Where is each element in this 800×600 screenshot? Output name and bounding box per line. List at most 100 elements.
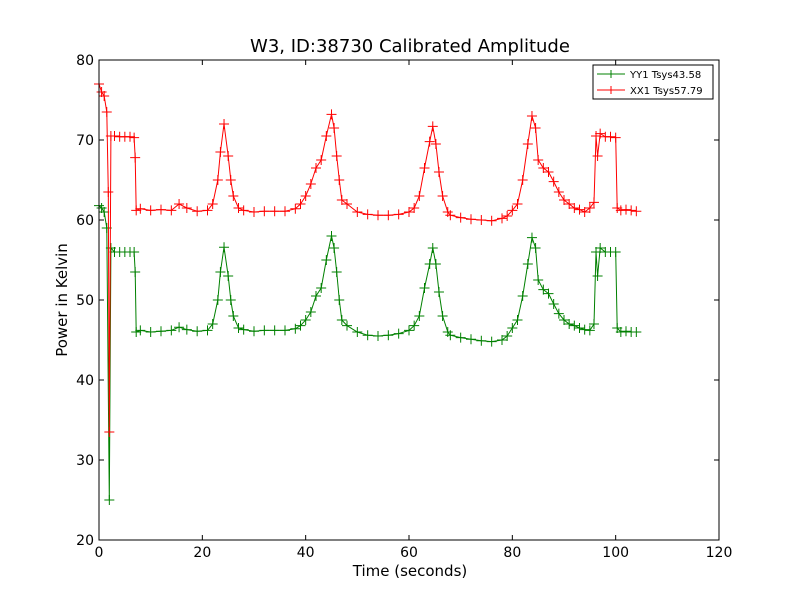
data-point-xx1 (383, 210, 394, 221)
data-point-xx1 (455, 212, 466, 223)
data-point-yy1 (233, 323, 244, 333)
data-point-xx1 (559, 195, 569, 205)
data-point-xx1 (512, 199, 523, 209)
data-point-xx1 (145, 205, 156, 216)
data-point-yy1 (223, 271, 234, 281)
chart-title: W3, ID:38730 Calibrated Amplitude (250, 36, 570, 57)
data-point-xx1 (362, 209, 373, 220)
data-point-xx1 (427, 121, 438, 132)
data-point-xx1 (202, 205, 213, 216)
data-point-yy1 (295, 320, 306, 331)
data-point-xx1 (592, 151, 603, 161)
data-point-yy1 (334, 295, 345, 305)
data-point-yy1 (502, 331, 513, 341)
data-point-xx1 (615, 205, 626, 216)
data-point-yy1 (621, 326, 631, 337)
data-point-xx1 (569, 203, 580, 213)
data-point-yy1 (311, 291, 321, 301)
data-point-yy1 (96, 203, 107, 213)
data-point-xx1 (409, 203, 420, 213)
data-point-xx1 (96, 87, 107, 97)
data-point-xx1 (238, 205, 249, 216)
data-point-yy1 (104, 495, 115, 505)
data-point-yy1 (238, 324, 249, 335)
data-point-yy1 (533, 275, 544, 285)
legend-box (592, 64, 714, 100)
legend-marker-yy1 (607, 70, 615, 78)
x-tick-label: 100 (602, 545, 629, 561)
data-point-yy1 (631, 327, 642, 337)
data-point-xx1 (130, 152, 141, 163)
data-point-yy1 (591, 247, 602, 257)
data-point-yy1 (569, 320, 580, 331)
data-point-yy1 (336, 315, 347, 325)
data-point-yy1 (156, 326, 166, 337)
data-point-yy1 (166, 325, 177, 336)
data-point-yy1 (329, 243, 340, 253)
data-point-yy1 (414, 311, 425, 321)
data-point-xx1 (430, 139, 441, 149)
data-point-xx1 (626, 205, 637, 216)
data-point-yy1 (433, 287, 444, 297)
y-tick-label: 50 (76, 293, 94, 309)
data-point-xx1 (290, 203, 301, 214)
data-point-yy1 (225, 295, 236, 305)
data-point-yy1 (290, 323, 301, 334)
data-point-xx1 (125, 131, 135, 142)
data-point-xx1 (564, 199, 575, 209)
data-point-yy1 (393, 328, 404, 339)
data-point-yy1 (507, 323, 518, 333)
data-point-xx1 (331, 151, 342, 161)
data-point-xx1 (316, 155, 327, 165)
data-point-yy1 (326, 231, 337, 241)
data-point-xx1 (595, 128, 606, 139)
data-point-yy1 (430, 259, 441, 269)
data-point-xx1 (259, 206, 270, 217)
y-tick-label: 30 (76, 453, 94, 469)
data-point-xx1 (181, 203, 192, 213)
data-point-yy1 (615, 327, 626, 337)
data-point-xx1 (233, 203, 244, 213)
data-point-xx1 (352, 207, 363, 217)
y-axis-label: Power in Kelvin (53, 243, 71, 357)
data-point-yy1 (342, 320, 352, 331)
data-point-yy1 (486, 336, 497, 347)
data-point-xx1 (129, 132, 140, 143)
data-point-xx1 (99, 91, 110, 101)
data-point-xx1 (101, 107, 112, 117)
data-point-xx1 (605, 131, 616, 142)
data-point-xx1 (445, 210, 456, 221)
y-tick-label: 40 (76, 373, 94, 389)
data-point-xx1 (522, 139, 533, 149)
data-point-xx1 (109, 131, 120, 141)
data-point-yy1 (321, 255, 332, 265)
data-point-yy1 (383, 330, 394, 341)
data-point-yy1 (362, 330, 373, 341)
data-point-xx1 (280, 206, 290, 217)
data-point-xx1 (574, 204, 585, 215)
data-point-xx1 (631, 206, 642, 217)
data-point-xx1 (174, 199, 185, 209)
data-point-yy1 (595, 243, 606, 253)
data-point-xx1 (543, 167, 554, 177)
x-tick-label: 120 (706, 545, 733, 561)
data-point-xx1 (526, 111, 537, 121)
legend-label-yy1: YY1 Tsys43.58 (629, 70, 701, 81)
data-point-yy1 (574, 323, 585, 333)
data-point-yy1 (409, 320, 420, 331)
data-point-yy1 (559, 315, 569, 325)
data-point-xx1 (311, 163, 321, 173)
data-point-xx1 (497, 213, 507, 224)
data-point-yy1 (373, 331, 383, 341)
y-tick-label: 60 (76, 213, 94, 229)
data-point-xx1 (393, 209, 404, 220)
data-point-xx1 (476, 215, 487, 225)
data-point-xx1 (538, 163, 549, 173)
data-point-yy1 (553, 308, 564, 319)
data-point-yy1 (445, 330, 456, 341)
data-point-xx1 (166, 205, 177, 216)
data-point-xx1 (373, 210, 383, 221)
data-point-yy1 (522, 259, 533, 269)
data-point-xx1 (433, 167, 444, 177)
